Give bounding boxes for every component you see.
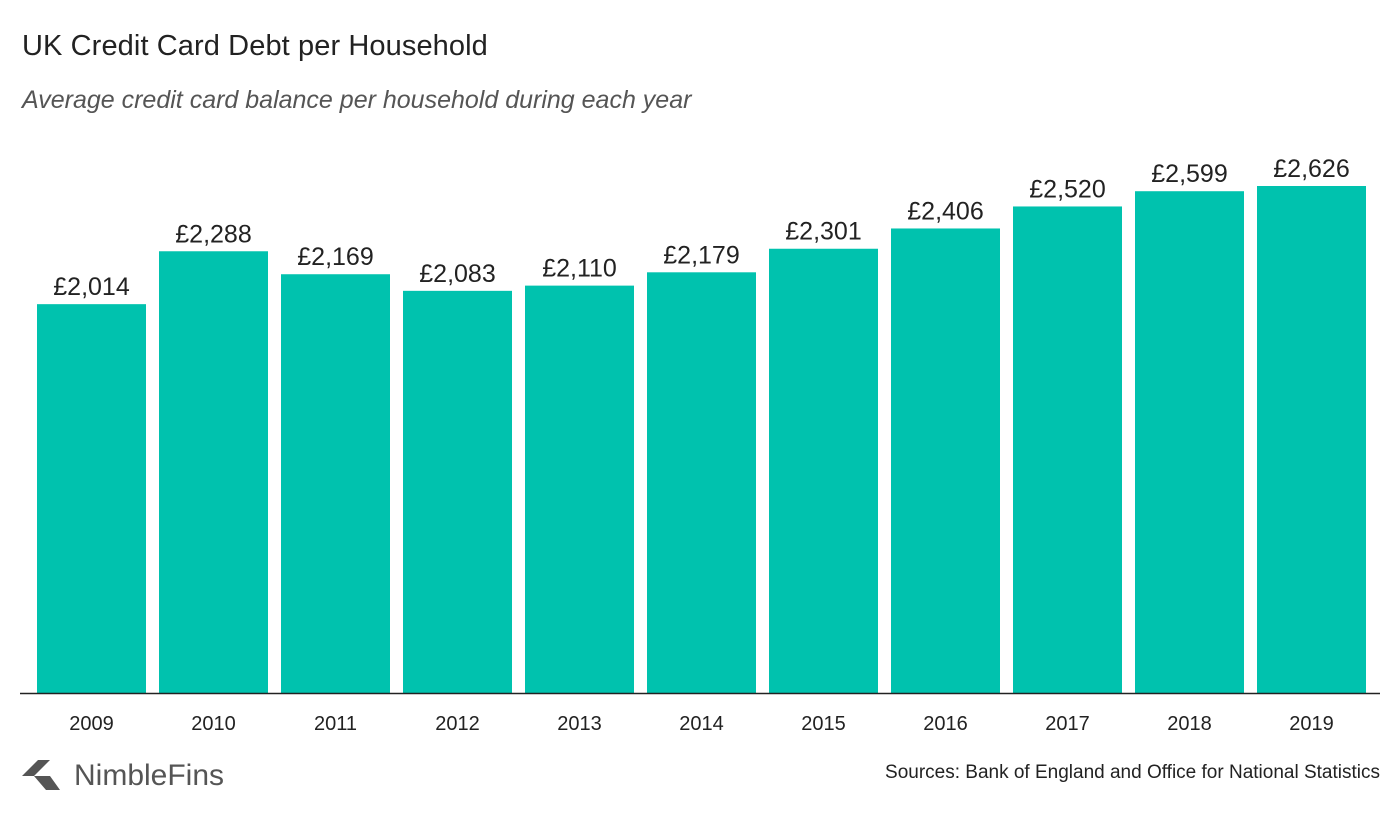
- x-tick-label-2010: 2010: [191, 713, 236, 735]
- source-note: Sources: Bank of England and Office for …: [885, 762, 1380, 783]
- bar-2012: [403, 290, 512, 693]
- data-label-2017: £2,520: [1029, 175, 1105, 203]
- x-tick-label-2015: 2015: [801, 713, 846, 735]
- chart-title: UK Credit Card Debt per Household: [22, 30, 488, 62]
- bar-2015: [769, 248, 878, 693]
- data-label-2019: £2,626: [1273, 155, 1349, 183]
- bar-2013: [525, 285, 634, 693]
- bar-2019: [1257, 186, 1366, 693]
- data-label-2010: £2,288: [175, 220, 251, 248]
- chart-subtitle: Average credit card balance per househol…: [22, 86, 692, 114]
- bar-2009: [37, 304, 146, 693]
- data-label-2009: £2,014: [53, 273, 130, 301]
- data-label-2011: £2,169: [297, 243, 373, 271]
- nimblefins-logo-icon: [22, 760, 60, 790]
- x-tick-label-2009: 2009: [69, 713, 114, 735]
- x-tick-label-2018: 2018: [1167, 713, 1212, 735]
- data-label-2016: £2,406: [907, 197, 983, 225]
- x-tick-label-2016: 2016: [923, 713, 968, 735]
- brand-logo: NimbleFins: [20, 754, 224, 798]
- x-tick-label-2012: 2012: [435, 713, 480, 735]
- x-tick-label-2014: 2014: [679, 713, 724, 735]
- bar-2017: [1013, 206, 1122, 694]
- bar-2011: [281, 274, 390, 693]
- x-tick-label-2019: 2019: [1289, 713, 1334, 735]
- x-tick-label-2013: 2013: [557, 713, 602, 735]
- x-tick-label-2017: 2017: [1045, 713, 1090, 735]
- x-tick-label-2011: 2011: [314, 713, 357, 735]
- bar-2014: [647, 272, 756, 693]
- data-label-2013: £2,110: [542, 255, 617, 283]
- bar-2016: [891, 228, 1000, 693]
- data-label-2015: £2,301: [785, 218, 861, 246]
- data-label-2012: £2,083: [419, 260, 495, 288]
- bar-2010: [159, 251, 268, 693]
- data-label-2014: £2,179: [663, 241, 739, 269]
- brand-name: NimbleFins: [74, 759, 225, 792]
- bar-2018: [1135, 191, 1244, 693]
- data-label-2018: £2,599: [1151, 160, 1227, 188]
